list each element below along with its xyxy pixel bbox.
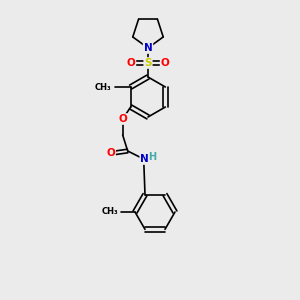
Text: CH₃: CH₃: [101, 208, 118, 217]
Text: N: N: [144, 43, 152, 53]
Text: S: S: [144, 58, 152, 68]
Text: O: O: [106, 148, 115, 158]
Text: O: O: [118, 114, 127, 124]
Text: O: O: [160, 58, 169, 68]
Text: O: O: [127, 58, 135, 68]
Text: N: N: [140, 154, 149, 164]
Text: H: H: [148, 152, 157, 162]
Text: CH₃: CH₃: [95, 82, 112, 91]
